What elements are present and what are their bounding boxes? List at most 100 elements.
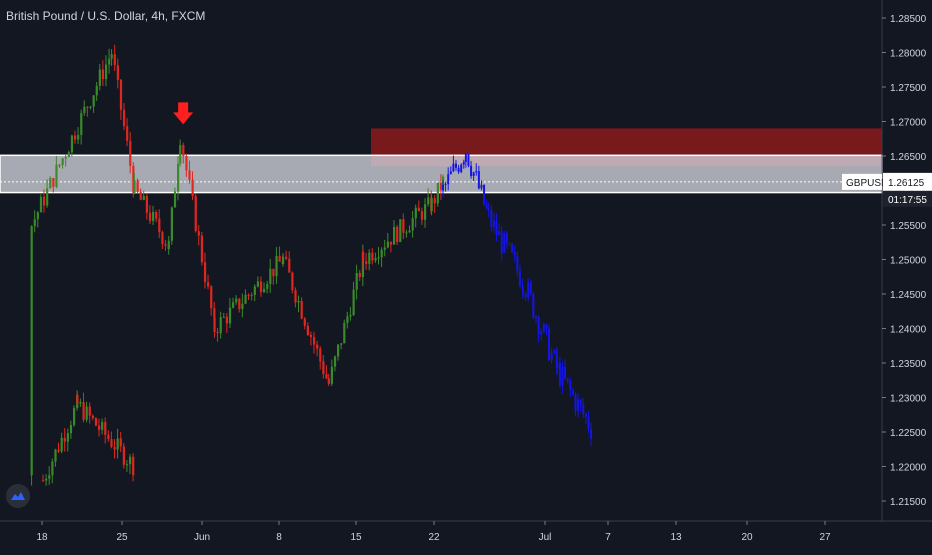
price-tick-label: 1.21500 xyxy=(890,497,927,508)
tradingview-logo-icon[interactable] xyxy=(6,484,30,508)
candle xyxy=(306,322,309,336)
candle xyxy=(191,171,194,201)
candle xyxy=(232,297,235,309)
candle xyxy=(122,103,126,131)
price-tick-label: 1.22000 xyxy=(890,463,927,474)
price-tick-label: 1.25000 xyxy=(890,256,927,267)
candle xyxy=(219,311,222,339)
candle xyxy=(113,44,116,71)
candle xyxy=(88,402,91,424)
candle xyxy=(377,247,380,265)
candle xyxy=(241,293,244,318)
candle xyxy=(194,193,197,233)
candle xyxy=(101,418,104,435)
candle xyxy=(86,106,89,117)
candle xyxy=(256,276,260,288)
candle xyxy=(371,248,374,265)
projection-candle xyxy=(513,245,516,263)
candle xyxy=(57,442,60,454)
candle xyxy=(51,458,54,484)
price-tick-label: 1.24500 xyxy=(890,290,927,301)
countdown-box xyxy=(883,190,932,207)
candle xyxy=(337,343,340,361)
projection-candle xyxy=(518,264,521,288)
candle xyxy=(116,428,119,459)
candle xyxy=(411,210,414,238)
projection-candle xyxy=(587,411,590,434)
candle xyxy=(142,190,145,201)
candle xyxy=(424,198,427,228)
projection-candle xyxy=(584,412,587,424)
candle xyxy=(213,312,216,338)
candle xyxy=(430,194,433,216)
time-tick-label: 15 xyxy=(350,532,362,543)
candle xyxy=(98,64,101,91)
price-tick-label: 1.27500 xyxy=(890,83,927,94)
candle xyxy=(145,194,149,220)
candle xyxy=(45,474,48,486)
candle xyxy=(60,432,63,454)
candle xyxy=(161,230,164,250)
candle xyxy=(355,264,358,300)
candle xyxy=(349,306,352,321)
candle xyxy=(89,105,92,110)
candle xyxy=(104,417,107,444)
candle xyxy=(110,431,113,449)
projection-candle xyxy=(571,387,574,396)
projection-candle xyxy=(569,377,572,398)
projection-candle xyxy=(444,181,447,192)
projection-candle xyxy=(467,152,470,168)
candle xyxy=(322,354,325,379)
time-tick-label: 18 xyxy=(36,532,48,543)
price-tick-label: 1.23000 xyxy=(890,394,927,405)
candle xyxy=(110,49,113,67)
time-tick-label: 27 xyxy=(819,532,831,543)
projection-candle xyxy=(490,204,493,232)
candle xyxy=(79,398,82,408)
candle xyxy=(263,282,266,294)
projection-candle xyxy=(545,323,548,336)
candle xyxy=(133,173,136,195)
candle xyxy=(132,162,135,198)
candle xyxy=(125,460,129,472)
projection-candle xyxy=(535,314,537,323)
candle xyxy=(408,225,411,233)
candle xyxy=(291,271,294,294)
candle xyxy=(235,295,238,305)
candle xyxy=(275,247,278,284)
candle xyxy=(210,285,213,316)
candle xyxy=(95,81,98,101)
projection-candle xyxy=(540,328,543,341)
candle xyxy=(54,448,57,467)
projection-candle xyxy=(475,163,478,176)
time-tick-label: 25 xyxy=(116,532,128,543)
candle xyxy=(82,392,85,423)
projection-candle xyxy=(457,164,460,175)
candle xyxy=(73,130,77,144)
candle xyxy=(188,160,191,184)
candle xyxy=(340,343,343,350)
projection-candle xyxy=(574,392,577,417)
candle xyxy=(113,438,116,459)
candle xyxy=(67,150,70,158)
candle xyxy=(222,312,225,319)
candle xyxy=(76,391,79,406)
candle xyxy=(396,225,399,246)
projection-candle xyxy=(472,171,475,181)
candle xyxy=(136,178,139,194)
candle xyxy=(39,194,43,213)
projection-candle xyxy=(455,160,457,171)
projection-candle xyxy=(577,393,580,418)
candle xyxy=(170,206,174,245)
projection-candle xyxy=(500,225,503,261)
candle xyxy=(393,220,396,245)
candle xyxy=(288,251,291,273)
candle xyxy=(185,153,188,177)
candle xyxy=(238,298,241,313)
projection-candle xyxy=(498,223,501,236)
candle xyxy=(158,209,161,239)
candle xyxy=(91,414,94,421)
projection-candle xyxy=(464,152,467,168)
